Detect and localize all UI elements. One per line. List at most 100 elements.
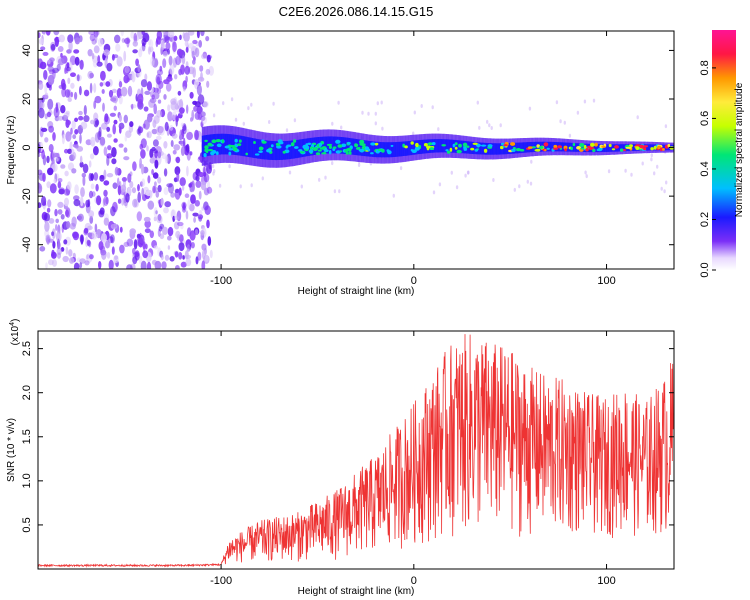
noise-blob	[563, 120, 566, 125]
noise-blob	[57, 115, 64, 121]
noise-blob	[130, 31, 135, 39]
noise-blob	[576, 110, 580, 115]
noise-blob	[71, 168, 77, 174]
noise-blob	[68, 249, 73, 257]
noise-blob	[112, 123, 116, 135]
signal-core	[402, 141, 405, 156]
noise-blob	[164, 201, 171, 208]
signal-hotspot	[570, 146, 573, 151]
noise-blob	[98, 241, 104, 251]
signal-hotspot	[228, 148, 234, 151]
signal-core	[446, 139, 448, 153]
noise-blob	[60, 214, 65, 220]
noise-blob	[104, 113, 109, 123]
signal-core	[393, 142, 395, 157]
noise-blob	[140, 138, 147, 149]
noise-blob	[529, 181, 533, 186]
noise-blob	[333, 189, 337, 194]
signal-core	[504, 143, 506, 155]
noise-blob	[136, 236, 143, 247]
noise-blob	[85, 199, 90, 208]
signal-hotspot	[344, 148, 349, 152]
spectrogram-panel: -100 0 100 -40 -20 0 20 40 Height of straight l…	[6, 30, 675, 297]
noise-blob	[68, 135, 71, 141]
noise-blob	[247, 106, 250, 111]
signal-core	[413, 140, 416, 155]
signal-hotspot	[348, 151, 352, 155]
signal-core	[334, 136, 336, 154]
spectrogram-x-tick-label: 100	[597, 275, 615, 287]
noise-blob	[87, 225, 93, 231]
noise-blob	[153, 103, 157, 115]
noise-blob	[149, 148, 154, 159]
noise-blob	[206, 186, 213, 194]
noise-blob	[100, 232, 107, 243]
signal-core	[232, 134, 235, 155]
noise-blob	[163, 141, 168, 149]
signal-hotspot	[426, 146, 430, 151]
noise-blob	[72, 231, 79, 239]
noise-blob	[201, 116, 208, 125]
signal-core	[620, 144, 622, 152]
signal-hotspot	[557, 145, 562, 149]
noise-blob	[65, 246, 69, 255]
signal-hotspot	[285, 145, 289, 149]
noise-blob	[190, 242, 195, 249]
signal-hotspot	[667, 143, 671, 148]
signal-core	[489, 143, 491, 155]
signal-core	[301, 139, 304, 158]
signal-core	[595, 144, 598, 153]
signal-core	[359, 139, 362, 156]
signal-hotspot	[441, 144, 447, 147]
signal-hotspot	[205, 150, 209, 154]
signal-core	[440, 139, 443, 153]
noise-blob	[51, 251, 57, 259]
signal-hotspot	[415, 142, 419, 148]
noise-blob	[69, 257, 75, 264]
signal-core	[468, 141, 471, 154]
signal-hotspot	[341, 143, 347, 148]
noise-blob	[60, 164, 66, 169]
snr-axes: -100 0 100 0.5 1.0 1.5 2.0 2.5	[21, 331, 674, 587]
noise-blob	[151, 58, 159, 68]
noise-blob	[137, 184, 140, 192]
noise-blob	[199, 65, 204, 72]
noise-blob	[57, 46, 64, 52]
signal-core	[594, 144, 596, 153]
signal-hotspot	[472, 142, 478, 145]
signal-core	[293, 140, 296, 159]
snr-y-tick-label: 0.5	[21, 517, 33, 532]
noise-blob	[74, 117, 79, 123]
noise-blob	[67, 181, 72, 191]
signal-core	[482, 142, 484, 155]
noise-blob	[119, 126, 122, 134]
noise-blob	[79, 262, 83, 269]
signal-hotspot	[500, 145, 504, 150]
noise-blob	[146, 145, 149, 152]
noise-blob	[123, 241, 130, 247]
snr-y-tick-label: 2.0	[21, 385, 33, 400]
signal-hotspot	[404, 145, 408, 149]
noise-blob	[140, 149, 146, 159]
signal-core	[518, 142, 521, 154]
noise-blob	[174, 251, 179, 258]
noise-blob	[211, 164, 215, 169]
noise-blob	[103, 115, 110, 125]
noise-blob	[162, 50, 168, 57]
spectrogram-y-tick-label: -20	[21, 188, 33, 204]
noise-blob	[53, 178, 57, 183]
noise-blob	[140, 260, 147, 269]
noise-blob	[185, 210, 189, 220]
noise-blob	[180, 64, 185, 75]
noise-blob	[80, 187, 85, 198]
noise-blob	[157, 184, 162, 193]
noise-blob	[124, 135, 128, 142]
signal-hotspot	[601, 145, 606, 148]
signal-core	[606, 144, 609, 152]
noise-blob	[78, 110, 83, 116]
signal-hotspot	[480, 144, 487, 147]
signal-hotspot	[258, 146, 264, 151]
noise-blob	[209, 249, 213, 259]
noise-blob	[80, 121, 88, 130]
signal-hotspot	[245, 152, 248, 156]
